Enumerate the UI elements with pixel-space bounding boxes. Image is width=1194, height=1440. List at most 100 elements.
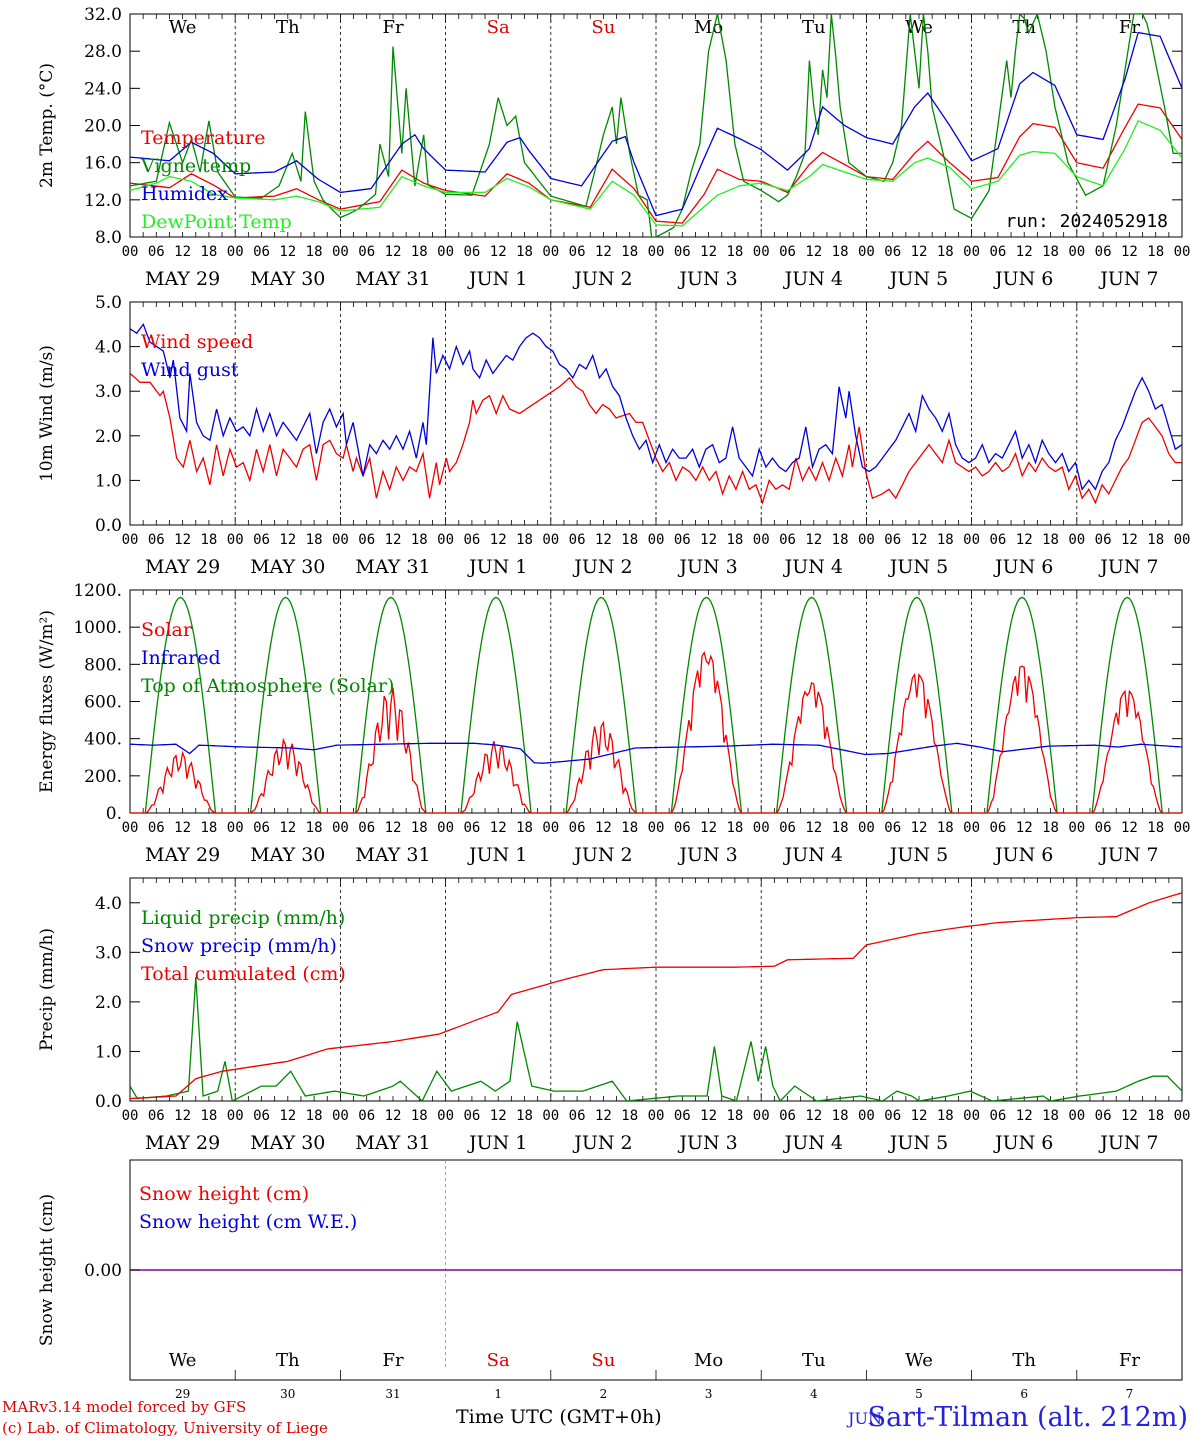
energy-hour-label: 06 <box>569 820 586 836</box>
wind-y-tick-label: 4.0 <box>95 338 122 358</box>
precip-hour-label: 06 <box>569 1108 586 1124</box>
precip-hour-label: 12 <box>385 1108 402 1124</box>
snow-legend-0: Snow height (cm) <box>139 1183 309 1205</box>
temp-y-tick-label: 32.0 <box>84 5 122 25</box>
snow-day-name: Th <box>1012 1350 1036 1371</box>
energy-hour-label: 00 <box>648 820 665 836</box>
snow-day-number: 30 <box>280 1387 295 1401</box>
temp-hour-label: 00 <box>122 244 139 260</box>
wind-hour-label: 00 <box>437 532 454 548</box>
wind-hour-label: 12 <box>490 532 507 548</box>
snow-day-number: 2 <box>600 1387 608 1401</box>
temp-hour-label: 06 <box>989 244 1006 260</box>
energy-hour-label: 06 <box>1095 820 1112 836</box>
precip-date-label: JUN 6 <box>993 1132 1053 1154</box>
temp-hour-label: 06 <box>358 244 375 260</box>
precip-y-tick-label: 3.0 <box>95 943 122 963</box>
temp-day-name: Su <box>591 17 615 38</box>
wind-hour-label: 12 <box>174 532 191 548</box>
energy-date-label: JUN 3 <box>677 844 737 866</box>
temp-day-name: Fr <box>382 17 403 38</box>
energy-y-tick-label: 400. <box>84 730 122 750</box>
wind-wind-speedline <box>130 372 1182 505</box>
wind-legend-0: Wind speed <box>141 331 253 353</box>
energy-hour-label: 18 <box>516 820 533 836</box>
precip-legend-1: Snow precip (mm/h) <box>141 935 337 957</box>
temp-hour-label: 18 <box>411 244 428 260</box>
energy-hour-label: 00 <box>1174 820 1191 836</box>
snow-month-label: JUN <box>846 1409 882 1428</box>
precip-date-label: JUN 7 <box>1098 1132 1158 1154</box>
temp-date-label: JUN 3 <box>677 268 737 290</box>
wind-hour-label: 00 <box>1068 532 1085 548</box>
wind-hour-label: 12 <box>911 532 928 548</box>
temp-day-name: Sa <box>487 17 510 38</box>
station-name: Sart-Tilman (alt. 212m) <box>867 1402 1188 1433</box>
temp-hour-label: 18 <box>1042 244 1059 260</box>
wind-hour-label: 18 <box>937 532 954 548</box>
temp-day-name: Tu <box>802 17 826 38</box>
precip-hour-label: 12 <box>279 1108 296 1124</box>
energy-hour-label: 18 <box>306 820 323 836</box>
temp-y-tick-label: 24.0 <box>84 79 122 99</box>
snow-day-name: Su <box>591 1350 615 1371</box>
wind-hour-label: 18 <box>516 532 533 548</box>
wind-hour-label: 00 <box>963 532 980 548</box>
energy-hour-label: 18 <box>1042 820 1059 836</box>
temp-day-name: We <box>169 17 197 38</box>
wind-hour-label: 00 <box>753 532 770 548</box>
temp-hour-label: 18 <box>516 244 533 260</box>
precip-legend-0: Liquid precip (mm/h) <box>141 907 345 929</box>
precip-hour-label: 18 <box>411 1108 428 1124</box>
precip-hour-label: 06 <box>253 1108 270 1124</box>
energy-y-tick-label: 600. <box>84 693 122 713</box>
temp-hour-label: 00 <box>542 244 559 260</box>
time-axis-title: Time UTC (GMT+0h) <box>456 1406 662 1428</box>
temp-date-label: JUN 6 <box>993 268 1053 290</box>
wind-hour-label: 00 <box>122 532 139 548</box>
snow-day-number: 29 <box>175 1387 190 1401</box>
wind-hour-label: 06 <box>148 532 165 548</box>
energy-date-label: JUN 6 <box>993 844 1053 866</box>
snow-day-number: 31 <box>385 1387 400 1401</box>
precip-date-label: JUN 2 <box>572 1132 632 1154</box>
energy-hour-label: 06 <box>674 820 691 836</box>
temp-hour-label: 12 <box>279 244 296 260</box>
energy-hour-label: 12 <box>700 820 717 836</box>
precip-date-label: MAY 31 <box>355 1132 430 1154</box>
temp-vigne-templine <box>130 14 1182 237</box>
precip-legend-2: Total cumulated (cm) <box>141 963 346 985</box>
temp-legend-3: DewPoint Temp <box>141 211 292 233</box>
energy-hour-label: 12 <box>490 820 507 836</box>
wind-hour-label: 06 <box>463 532 480 548</box>
wind-date-label: MAY 29 <box>145 556 220 578</box>
snow-day-name: Mo <box>694 1350 723 1371</box>
precip-hour-label: 00 <box>332 1108 349 1124</box>
temp-hour-label: 00 <box>963 244 980 260</box>
energy-hour-label: 18 <box>832 820 849 836</box>
wind-hour-label: 18 <box>411 532 428 548</box>
snow-legend-1: Snow height (cm W.E.) <box>139 1211 357 1233</box>
wind-hour-label: 18 <box>1042 532 1059 548</box>
wind-date-label: JUN 7 <box>1098 556 1158 578</box>
temp-legend-1: Vigne temp <box>140 155 251 177</box>
energy-hour-label: 06 <box>463 820 480 836</box>
wind-hour-label: 12 <box>805 532 822 548</box>
temp-legend-0: Temperature <box>141 127 265 149</box>
temp-y-tick-label: 28.0 <box>84 42 122 62</box>
temp-date-label: JUN 5 <box>888 268 948 290</box>
precip-hour-label: 12 <box>1016 1108 1033 1124</box>
run-label: run: 2024052918 <box>1005 211 1168 232</box>
wind-hour-label: 18 <box>726 532 743 548</box>
temp-hour-label: 12 <box>911 244 928 260</box>
energy-hour-label: 00 <box>1068 820 1085 836</box>
precip-hour-label: 06 <box>779 1108 796 1124</box>
snow-day-number: 1 <box>494 1387 502 1401</box>
temp-hour-label: 00 <box>648 244 665 260</box>
temp-hour-label: 12 <box>595 244 612 260</box>
energy-legend-0: Solar <box>141 619 193 641</box>
precip-date-label: JUN 4 <box>783 1132 843 1154</box>
temp-dewpoint-templine <box>130 120 1182 227</box>
temp-y-tick-label: 12.0 <box>84 191 122 211</box>
